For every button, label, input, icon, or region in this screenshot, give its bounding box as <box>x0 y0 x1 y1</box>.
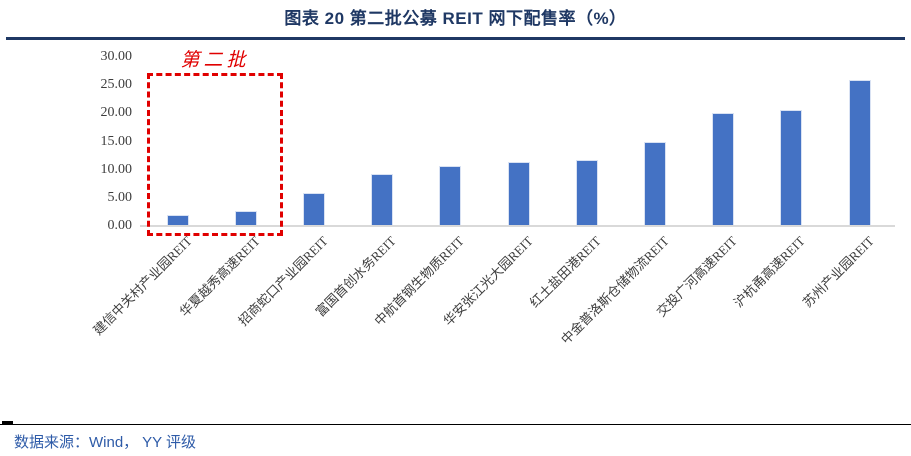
bar <box>848 79 871 226</box>
footer-tab-marker <box>2 421 13 425</box>
y-axis-tick-label: 30.00 <box>100 49 133 64</box>
bar <box>712 112 735 226</box>
x-axis-line <box>140 225 895 227</box>
bar <box>302 192 325 226</box>
x-axis-label: 建信中关村产业园REIT <box>89 233 195 338</box>
x-axis-label: 沪杭甬高速REIT <box>731 233 809 311</box>
y-axis-tick-label: 15.00 <box>100 133 133 149</box>
x-axis-label: 苏州产业园REIT <box>799 233 877 311</box>
bar <box>575 159 598 226</box>
second-batch-highlight-box <box>147 73 283 236</box>
bar <box>166 215 189 226</box>
y-axis-tick-label: 25.00 <box>100 77 133 93</box>
bar <box>643 141 666 226</box>
bar <box>507 162 530 226</box>
title-divider <box>6 37 905 40</box>
bar <box>439 165 462 226</box>
figure-title: 图表 20 第二批公募 REIT 网下配售率（%） <box>284 9 627 28</box>
y-axis-tick-label: 0.00 <box>107 218 133 233</box>
bar <box>234 211 257 226</box>
footer-divider <box>0 424 911 425</box>
data-source-text: 数据来源：Wind， YY 评级 <box>14 434 196 451</box>
bar <box>780 109 803 226</box>
y-axis-tick-label: 10.00 <box>100 161 133 177</box>
y-axis-tick-label: 5.00 <box>107 189 133 205</box>
bar <box>371 173 394 226</box>
y-axis-tick-label: 20.00 <box>100 105 133 121</box>
bar-chart: 0.00 5.00 10.00 15.00 20.00 25.00 30.00 建信中关村产… <box>89 49 895 347</box>
second-batch-annotation-label: 第二批 <box>180 49 250 71</box>
x-axis-label: 红土盐田港REIT <box>526 233 604 311</box>
